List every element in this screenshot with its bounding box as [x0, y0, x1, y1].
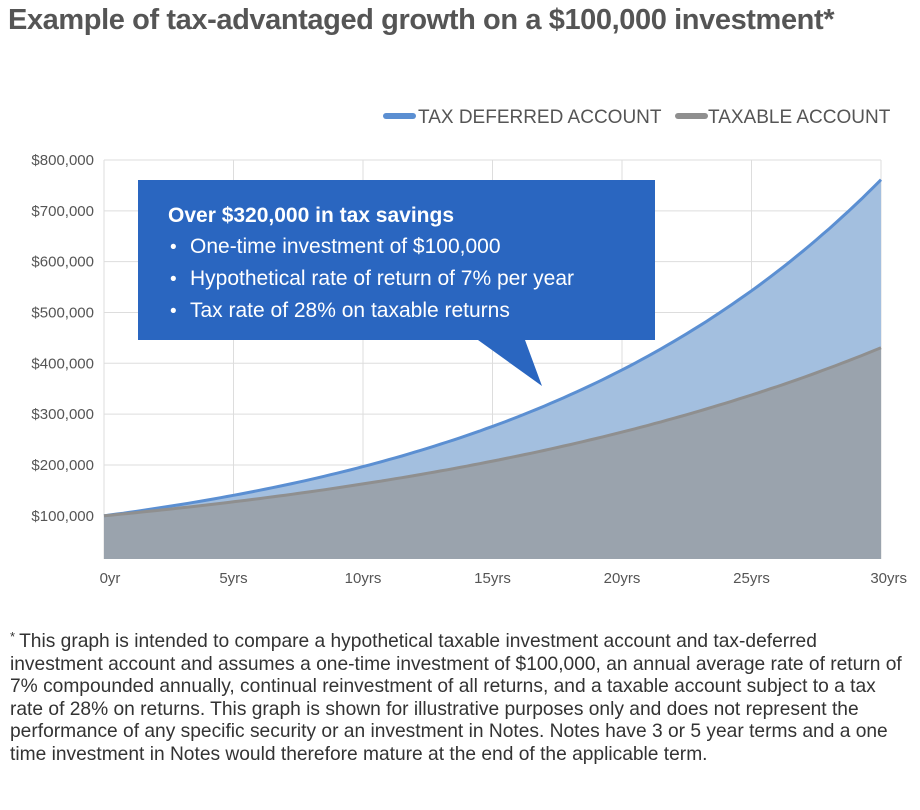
- x-tick-label-4: 20yrs: [604, 570, 641, 587]
- y-tick-label-7: $800,000: [31, 152, 94, 169]
- x-tick-label-6: 30yrs: [870, 570, 907, 587]
- x-axis-ticks: 0yr 5yrs 10yrs 15yrs 20yrs 25yrs 30yrs: [100, 570, 907, 587]
- callout-bullet-dot-2: •: [170, 301, 177, 322]
- x-tick-label-3: 15yrs: [474, 570, 511, 587]
- legend: TAX DEFERRED ACCOUNT TAXABLE ACCOUNT: [383, 107, 891, 128]
- x-tick-label-2: 10yrs: [345, 570, 382, 587]
- y-tick-label-5: $600,000: [31, 254, 94, 271]
- callout-bullet-1: Hypothetical rate of return of 7% per ye…: [190, 267, 574, 290]
- chart-title: Example of tax-advantaged growth on a $1…: [8, 4, 835, 36]
- y-tick-label-2: $300,000: [31, 406, 94, 423]
- series-area-1: [104, 347, 881, 559]
- chart: $100,000 $200,000 $300,000 $400,000 $500,000…: [31, 107, 907, 587]
- y-tick-label-4: $500,000: [31, 304, 94, 321]
- series-line-0: [103, 178, 883, 518]
- series-lines: [103, 178, 883, 518]
- callout-bullet-0: One-time investment of $100,000: [190, 235, 501, 258]
- y-axis-ticks: $100,000 $200,000 $300,000 $400,000 $500,000…: [31, 152, 94, 525]
- legend-label-0: TAX DEFERRED ACCOUNT: [418, 107, 662, 128]
- annotation-callout: Over $320,000 in tax savings • One-time i…: [138, 180, 655, 386]
- y-tick-label-1: $200,000: [31, 457, 94, 474]
- y-tick-label-0: $100,000: [31, 508, 94, 525]
- x-tick-label-1: 5yrs: [219, 570, 247, 587]
- callout-bullet-2: Tax rate of 28% on taxable returns: [190, 299, 510, 322]
- footnote-text: This graph is intended to compare a hypo…: [10, 631, 902, 765]
- callout-bullets: • One-time investment of $100,000 • Hypothe…: [170, 235, 574, 322]
- y-tick-label-6: $700,000: [31, 203, 94, 220]
- x-tick-label-5: 25yrs: [733, 570, 770, 587]
- x-tick-label-0: 0yr: [100, 570, 121, 587]
- series-areas: [104, 179, 881, 559]
- callout-heading: Over $320,000 in tax savings: [168, 204, 454, 227]
- legend-label-1: TAXABLE ACCOUNT: [708, 107, 891, 128]
- callout-bullet-dot-0: •: [170, 237, 177, 258]
- footnote-marker: *: [10, 629, 16, 644]
- y-tick-label-3: $400,000: [31, 355, 94, 372]
- callout-bullet-dot-1: •: [170, 269, 177, 290]
- footnote: * This graph is intended to compare a hyp…: [10, 626, 905, 767]
- callout-box: [138, 180, 655, 386]
